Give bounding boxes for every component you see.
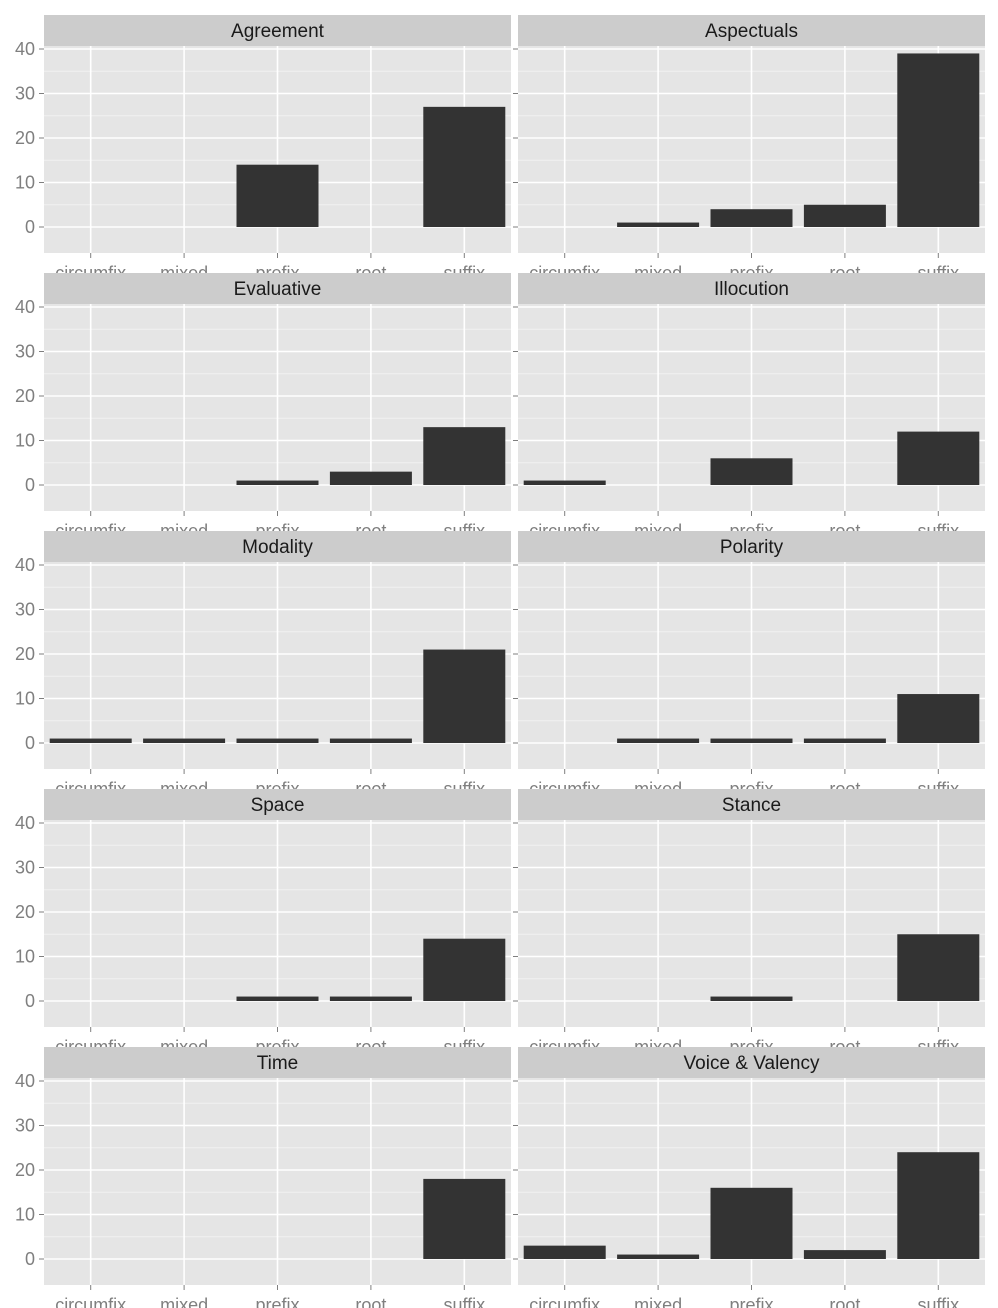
bar [329, 738, 412, 743]
bar [710, 738, 793, 743]
facet-panel: Stancecircumfixmixedprefixrootsuffix [513, 789, 985, 1057]
y-tick-label: 30 [15, 600, 35, 620]
facet-title: Agreement [231, 21, 325, 42]
facet-strip [44, 531, 511, 562]
facet-strip [518, 273, 985, 304]
y-tick-label: 40 [15, 297, 35, 317]
bar [617, 1254, 700, 1259]
y-tick-label: 10 [15, 431, 35, 451]
y-tick-label: 10 [15, 1205, 35, 1225]
facet-panel: Aspectualscircumfixmixedprefixrootsuffix [513, 15, 985, 283]
facet-strip [44, 15, 511, 46]
facet-panel: Voice & Valency circumfix mixed prefix root s… [513, 1047, 985, 1308]
facet-strip [518, 531, 985, 562]
y-tick-label: 40 [15, 39, 35, 59]
bar [236, 164, 319, 227]
y-tick-label: 40 [15, 813, 35, 833]
facet-title: Stance [722, 795, 781, 816]
y-tick-label: 0 [25, 1249, 35, 1269]
facet-strip [44, 1047, 511, 1078]
x-tick-label: mixed [634, 1295, 682, 1308]
bar [329, 471, 412, 485]
y-tick-label: 30 [15, 858, 35, 878]
y-tick-label: 20 [15, 128, 35, 148]
y-tick-label: 10 [15, 689, 35, 709]
bar [143, 738, 226, 743]
facet-strip [518, 1047, 985, 1078]
x-tick-label: root [355, 1295, 386, 1308]
bar [423, 938, 506, 1001]
bar [897, 934, 980, 1001]
facet-title: Time [257, 1053, 299, 1074]
bar [803, 1250, 886, 1259]
facet-panel: Space010203040circumfixmixedprefixrootsu… [15, 789, 511, 1057]
facet-panel: Illocutioncircumfixmixedprefixrootsuffix [513, 273, 985, 541]
bar [897, 694, 980, 743]
bar [710, 209, 793, 227]
y-tick-label: 30 [15, 342, 35, 362]
bar [523, 1245, 606, 1259]
bar [329, 996, 412, 1001]
bar [803, 738, 886, 743]
facet-title: Aspectuals [705, 21, 798, 42]
facet-panel: Agreement010203040circumfixmixedprefixro… [15, 15, 511, 283]
bar [423, 1178, 506, 1259]
y-tick-label: 20 [15, 1160, 35, 1180]
bar [423, 427, 506, 485]
bar [897, 1152, 980, 1259]
bar [710, 458, 793, 485]
x-tick-label: prefix [729, 1295, 773, 1308]
x-tick-label: mixed [160, 1295, 208, 1308]
facet-title: Voice & Valency [684, 1053, 820, 1074]
x-tick-label: circumfix [529, 1295, 600, 1308]
y-tick-label: 30 [15, 1116, 35, 1136]
bar [710, 1187, 793, 1259]
x-tick-label: suffix [443, 1295, 485, 1308]
bar [803, 204, 886, 227]
bar [617, 738, 700, 743]
bar [236, 996, 319, 1001]
facet-strip [518, 15, 985, 46]
y-tick-label: 10 [15, 947, 35, 967]
y-tick-label: 0 [25, 733, 35, 753]
bar [49, 738, 132, 743]
facet-panel: Evaluative010203040circumfixmixedprefixr… [15, 273, 511, 541]
facet-title: Illocution [714, 279, 789, 300]
bar [617, 222, 700, 227]
y-tick-label: 40 [15, 555, 35, 575]
facet-title: Polarity [720, 537, 784, 558]
y-tick-label: 0 [25, 217, 35, 237]
y-tick-label: 20 [15, 386, 35, 406]
y-tick-label: 40 [15, 1071, 35, 1091]
facet-panel: Time 0 10 20 30 40 circumfix mixed prefix root suf… [15, 1047, 511, 1308]
bar [710, 996, 793, 1001]
facet-panel: Modality010203040circumfixmixedprefixroo… [15, 531, 511, 799]
facet-strip [44, 789, 511, 820]
bar [236, 480, 319, 485]
facet-title: Space [251, 795, 305, 816]
y-tick-label: 0 [25, 991, 35, 1011]
facet-title: Evaluative [234, 279, 322, 300]
x-tick-label: circumfix [55, 1295, 126, 1308]
y-tick-label: 30 [15, 84, 35, 104]
facet-panel: Polaritycircumfixmixedprefixrootsuffix [513, 531, 985, 799]
y-tick-label: 0 [25, 475, 35, 495]
y-tick-label: 20 [15, 902, 35, 922]
facet-strip [518, 789, 985, 820]
bar [423, 106, 506, 227]
x-tick-label: root [829, 1295, 860, 1308]
facet-strip [44, 273, 511, 304]
x-tick-label: prefix [255, 1295, 299, 1308]
bar [897, 53, 980, 228]
bar [423, 649, 506, 743]
x-tick-label: suffix [917, 1295, 959, 1308]
facet-title: Modality [242, 537, 313, 558]
bar [523, 480, 606, 485]
bar [236, 738, 319, 743]
y-tick-label: 10 [15, 173, 35, 193]
y-tick-label: 20 [15, 644, 35, 664]
bar [897, 431, 980, 485]
